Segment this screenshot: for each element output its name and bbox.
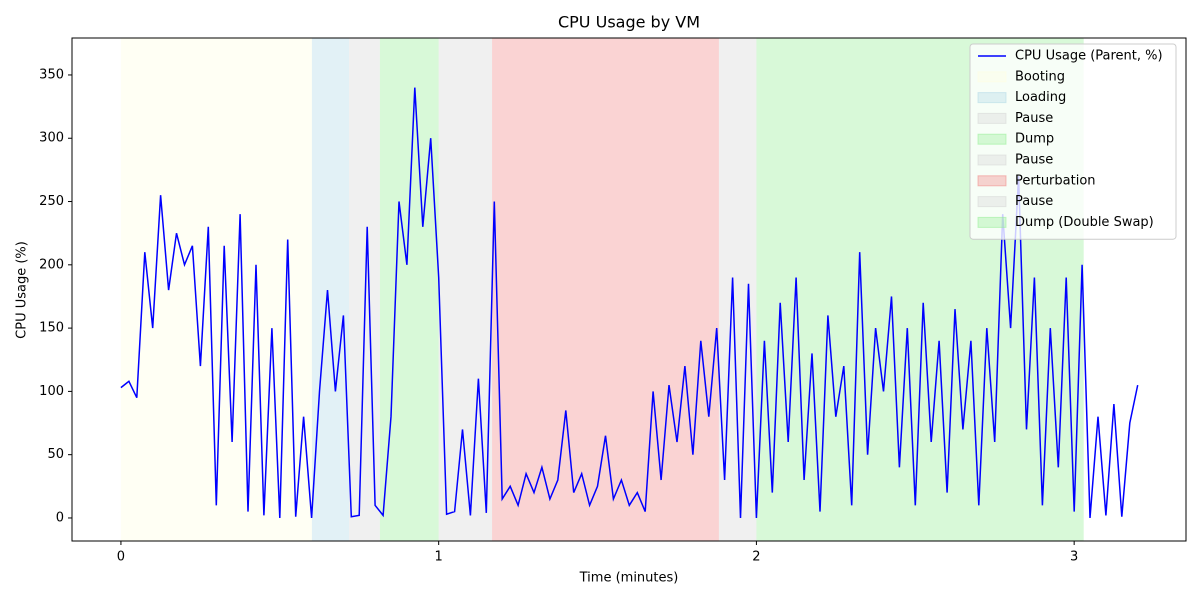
legend-swatch <box>977 196 1007 208</box>
phase-span <box>311 38 350 541</box>
legend-swatch <box>977 216 1007 228</box>
legend-label: Dump <box>1015 132 1054 147</box>
legend-swatch <box>977 112 1007 124</box>
x-tick-label: 0 <box>117 550 125 565</box>
phase-span <box>379 38 439 541</box>
y-tick-label: 150 <box>39 321 64 336</box>
legend-label: Pause <box>1015 111 1053 126</box>
legend-label: Booting <box>1015 69 1065 84</box>
y-tick-label: 350 <box>39 67 64 82</box>
legend-box <box>969 43 1177 240</box>
legend-swatch <box>977 92 1007 104</box>
x-tick-label: 3 <box>1070 550 1078 565</box>
phase-span <box>120 38 312 541</box>
chart-title: CPU Usage by VM <box>558 13 700 32</box>
y-tick-label: 50 <box>47 447 64 462</box>
phase-span <box>492 38 719 541</box>
x-tick-label: 2 <box>752 550 760 565</box>
legend-label: Dump (Double Swap) <box>1015 215 1154 230</box>
y-tick-label: 300 <box>39 131 64 146</box>
legend-label: Pause <box>1015 153 1053 168</box>
x-axis-label: Time (minutes) <box>579 571 679 586</box>
x-tick-label: 1 <box>435 550 443 565</box>
phase-span <box>349 38 380 541</box>
y-tick-label: 200 <box>39 257 64 272</box>
y-tick-label: 0 <box>56 510 64 525</box>
legend-swatch <box>977 133 1007 145</box>
legend-swatch <box>977 154 1007 166</box>
legend-label: Loading <box>1015 90 1066 105</box>
legend-label: Pause <box>1015 194 1053 209</box>
legend-swatch <box>977 175 1007 187</box>
plot-frame <box>71 37 1187 542</box>
legend-swatch <box>977 71 1007 83</box>
cpu-line <box>120 87 1139 519</box>
legend-label: Perturbation <box>1015 173 1096 188</box>
y-axis-label: CPU Usage (%) <box>15 241 30 339</box>
y-tick-label: 250 <box>39 194 64 209</box>
legend-label: CPU Usage (Parent, %) <box>1015 49 1163 64</box>
y-tick-label: 100 <box>39 384 64 399</box>
